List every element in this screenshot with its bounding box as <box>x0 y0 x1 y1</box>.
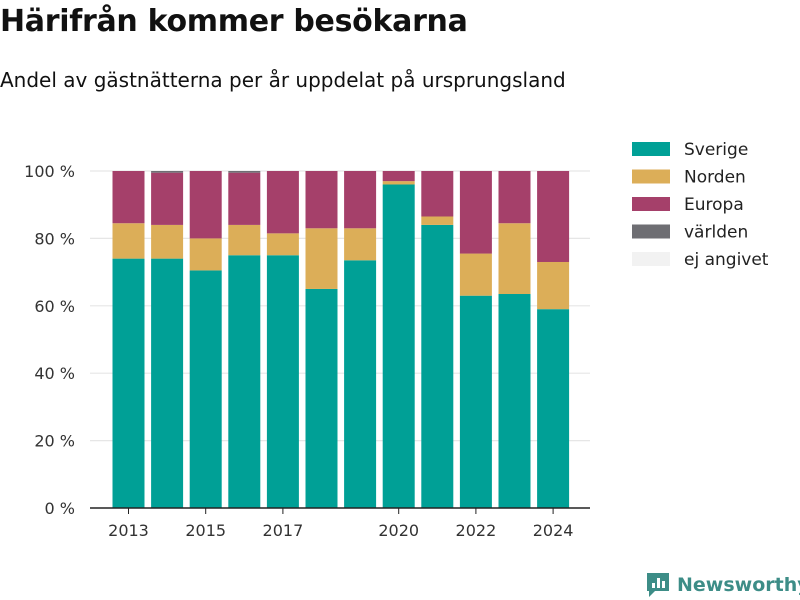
x-tick-label: 2022 <box>456 521 497 540</box>
newsworthy-logo-icon <box>647 573 669 597</box>
bar-segment-norden-2019 <box>344 228 377 261</box>
y-tick-label: 40 % <box>34 364 75 383</box>
bar-segment-världen-2014 <box>151 171 184 173</box>
bar-segment-sverige-2018 <box>305 288 338 508</box>
bar-segment-norden-2016 <box>228 224 261 256</box>
bar-segment-europa-2023 <box>498 171 531 224</box>
legend-label: ej angivet <box>684 250 769 270</box>
bar-segment-europa-2017 <box>266 171 299 234</box>
bar-segment-norden-2023 <box>498 223 531 295</box>
legend-label: Norden <box>684 168 746 188</box>
bar-segment-norden-2018 <box>305 228 338 289</box>
legend-swatch-europa <box>632 197 670 211</box>
bar-segment-europa-2024 <box>537 171 570 262</box>
bar-segment-norden-2015 <box>189 238 222 271</box>
legend: Sverige Norden Europa världen ej angivet <box>632 140 769 270</box>
y-tick-label: 100 % <box>24 162 75 181</box>
bars <box>112 171 570 509</box>
chart-subtitle: Andel av gästnätterna per år uppdelat på… <box>0 68 566 92</box>
chart-title: Härifrån kommer besökarna <box>0 4 468 39</box>
x-tick-label: 2017 <box>263 521 304 540</box>
legend-swatch-sverige <box>632 142 670 156</box>
axes: 0 % 20 % 40 % 60 % 80 % 100 % 2013 2015 2017 2020… <box>24 162 590 540</box>
bar-segment-europa-2013 <box>112 171 145 224</box>
bar-segment-europa-2014 <box>151 172 184 225</box>
newsworthy-logo: Newsworthy <box>645 570 800 600</box>
bar-segment-europa-2022 <box>459 171 492 254</box>
bar-segment-sverige-2019 <box>344 260 377 508</box>
bar-segment-norden-2024 <box>537 261 570 310</box>
y-tick-label: 60 % <box>34 297 75 316</box>
bar-segment-norden-2014 <box>151 224 184 259</box>
bar-segment-norden-2020 <box>382 181 415 185</box>
bar-segment-sverige-2021 <box>421 224 454 509</box>
y-tick-label: 80 % <box>34 229 75 248</box>
x-tick-label: 2015 <box>185 521 226 540</box>
newsworthy-logo-text: Newsworthy <box>677 574 800 596</box>
legend-label: Sverige <box>684 140 748 160</box>
x-tick-label: 2024 <box>533 521 574 540</box>
bar-segment-norden-2013 <box>112 223 145 259</box>
bar-segment-sverige-2013 <box>112 258 145 508</box>
legend-swatch-världen <box>632 224 670 239</box>
bar-segment-europa-2018 <box>305 171 338 229</box>
y-tick-label: 20 % <box>34 432 75 451</box>
bar-segment-europa-2019 <box>344 171 377 229</box>
bar-segment-norden-2022 <box>459 253 492 296</box>
bar-segment-sverige-2017 <box>266 255 299 508</box>
x-tick-label: 2013 <box>108 521 149 540</box>
bar-segment-sverige-2014 <box>151 258 184 508</box>
bar-segment-norden-2021 <box>421 216 454 225</box>
bar-segment-sverige-2015 <box>189 270 222 508</box>
legend-swatch-norden <box>632 169 670 184</box>
legend-label: Europa <box>684 195 744 215</box>
bar-segment-världen-2016 <box>228 171 261 173</box>
bar-segment-norden-2017 <box>266 233 299 256</box>
bar-segment-europa-2021 <box>421 171 454 217</box>
bar-segment-sverige-2022 <box>459 295 492 508</box>
bar-segment-europa-2016 <box>228 172 261 225</box>
bar-segment-sverige-2023 <box>498 294 531 508</box>
bar-segment-sverige-2024 <box>537 309 570 508</box>
y-tick-label: 0 % <box>45 499 75 518</box>
x-tick-label: 2020 <box>378 521 419 540</box>
bar-segment-europa-2020 <box>382 171 415 182</box>
bar-segment-sverige-2020 <box>382 184 415 509</box>
bar-segment-europa-2015 <box>189 171 222 239</box>
legend-label: världen <box>684 223 748 243</box>
bar-segment-sverige-2016 <box>228 255 261 508</box>
legend-swatch-ej-angivet <box>632 252 670 266</box>
